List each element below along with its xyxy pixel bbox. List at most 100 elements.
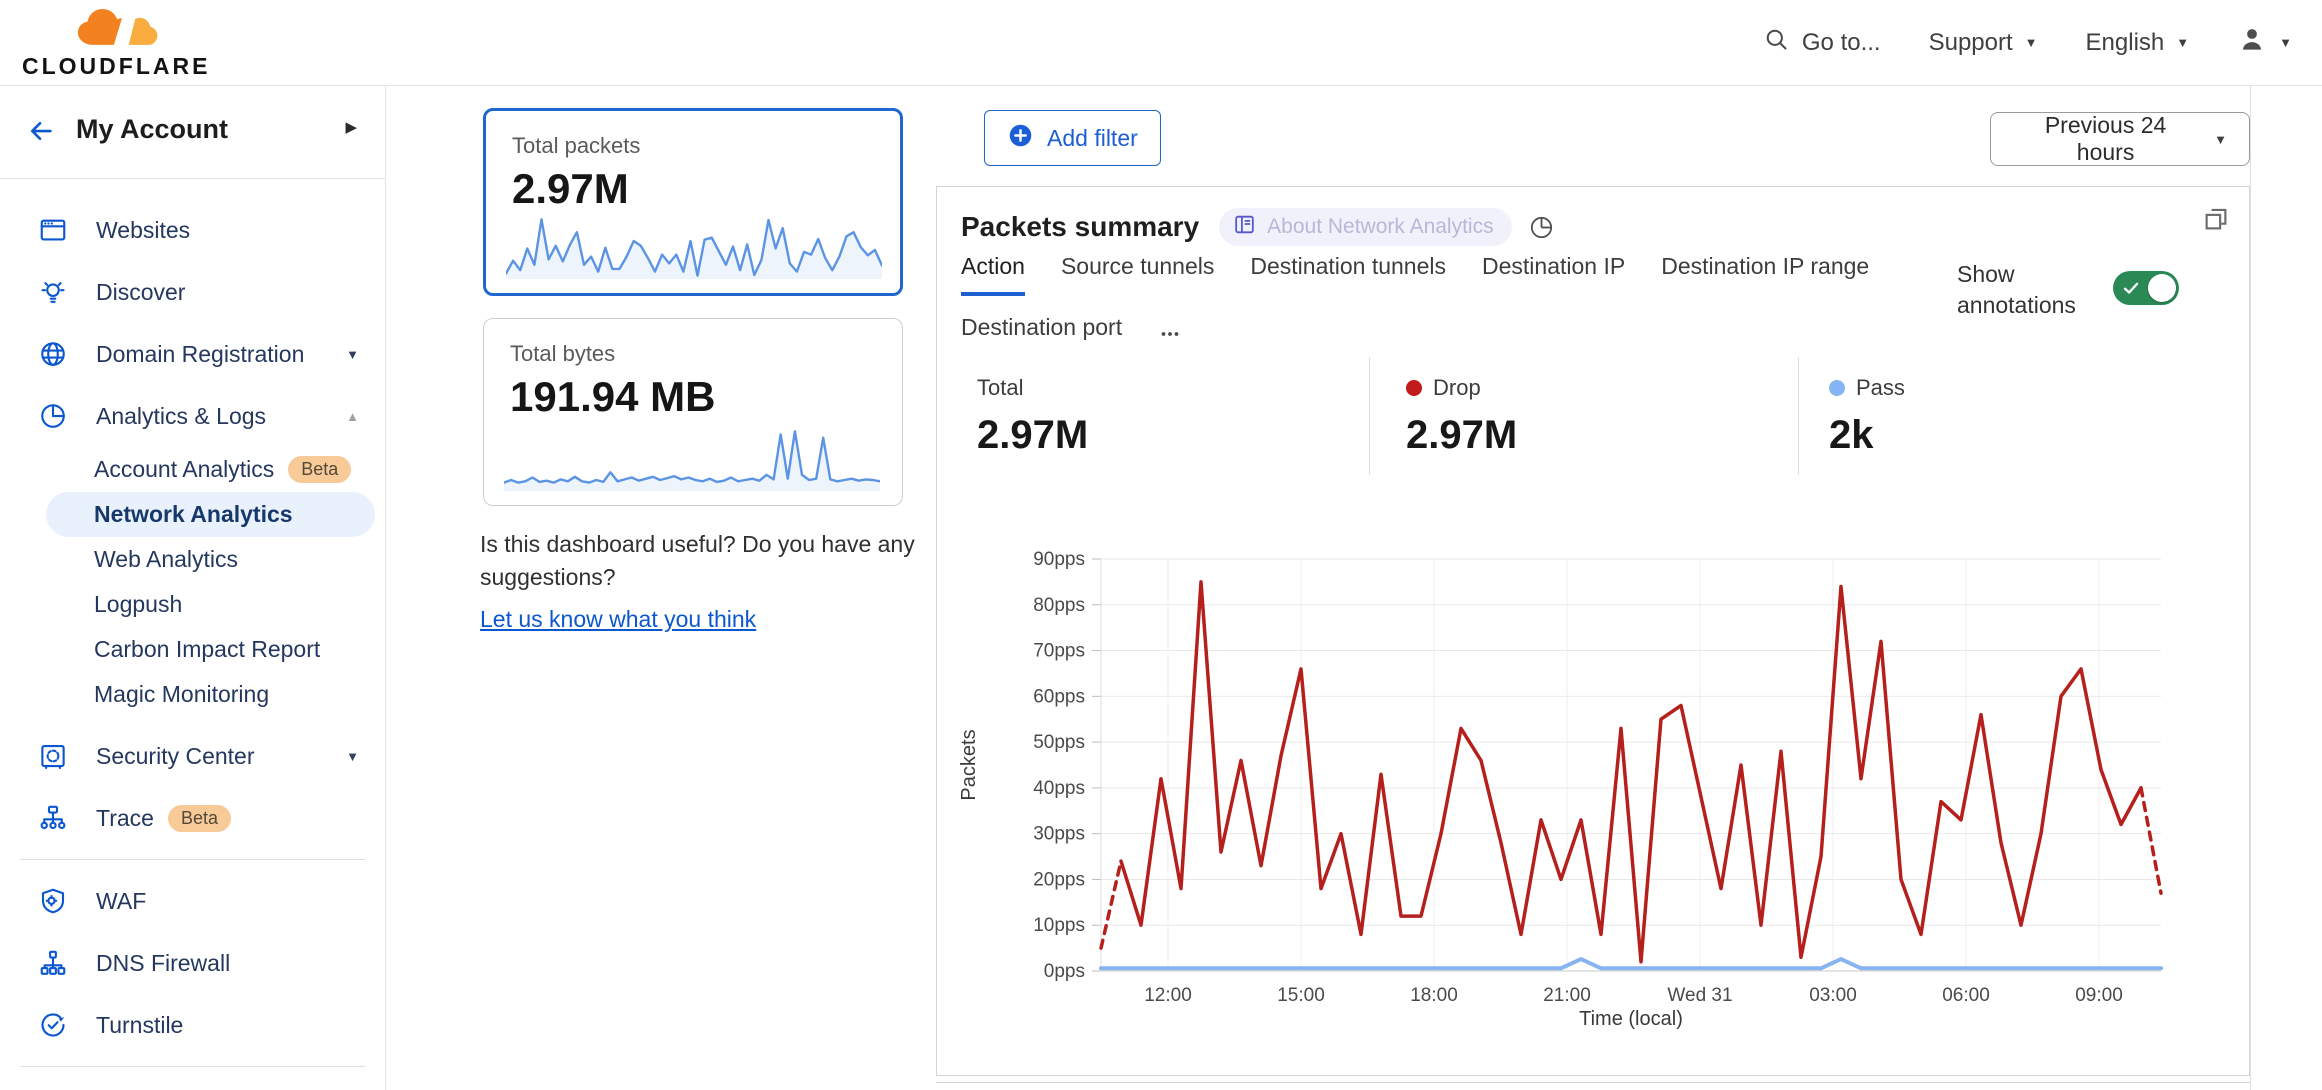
sidebar-item-label: Account Analytics: [94, 456, 275, 482]
sidebar-item-partial[interactable]: [0, 1077, 385, 1090]
plus-circle-icon: [1007, 122, 1034, 155]
svg-text:Time (local): Time (local): [1579, 1008, 1683, 1030]
show-annotations-toggle[interactable]: [2113, 271, 2179, 305]
svg-text:0pps: 0pps: [1044, 961, 1085, 982]
check-icon: [2122, 279, 2140, 297]
tab-destination-ip-range[interactable]: Destination IP range: [1661, 253, 1870, 279]
sidebar-divider: [20, 859, 365, 860]
goto-label: Go to...: [1801, 28, 1881, 56]
sidebar-item-label: Network Analytics: [94, 501, 293, 527]
safe-icon: [38, 741, 68, 771]
total-bytes-sparkline: [504, 430, 880, 491]
more-tabs-button[interactable]: [1158, 314, 1182, 353]
main-content: Add filter Previous 24 hours ▼ Packets s…: [936, 86, 2251, 1090]
sidebar-item-websites[interactable]: Websites: [0, 199, 385, 261]
sidebar-item-security-center[interactable]: Security Center ▼: [0, 725, 385, 787]
sidebar-nav: Websites Discover Domain Registration ▼ Anal…: [0, 179, 385, 1090]
sidebar-item-label: Turnstile: [96, 1011, 184, 1038]
goto-search[interactable]: Go to...: [1763, 26, 1881, 60]
stat-pass: Pass 2k: [1798, 357, 2249, 475]
sidebar-item-dns-firewall[interactable]: DNS Firewall: [0, 932, 385, 994]
sidebar-item-label: WAF: [96, 887, 147, 914]
card-label: Total bytes: [510, 341, 616, 366]
overview-column: Total packets 2.97M Total bytes 191.94 M…: [386, 86, 936, 1090]
logo-text: CLOUDFLARE: [22, 52, 211, 79]
feedback-text: Is this dashboard useful? Do you have an…: [480, 531, 915, 590]
tab-source-tunnels[interactable]: Source tunnels: [1060, 253, 1215, 279]
sidebar-item-waf[interactable]: WAF: [0, 870, 385, 932]
sidebar-item-domain-registration[interactable]: Domain Registration ▼: [0, 323, 385, 385]
tab-destination-port[interactable]: Destination port: [961, 314, 1123, 340]
sidebar-item-turnstile[interactable]: Turnstile: [0, 994, 385, 1056]
sidebar-item-trace[interactable]: Trace Beta: [0, 787, 385, 849]
svg-text:09:00: 09:00: [2075, 985, 2123, 1006]
user-menu[interactable]: ▼: [2237, 24, 2292, 61]
sidebar-item-label: Trace: [96, 804, 154, 831]
sidebar-item-label: Discover: [96, 278, 186, 305]
stat-total: Total 2.97M: [937, 357, 1369, 475]
svg-text:40pps: 40pps: [1033, 778, 1085, 799]
account-title[interactable]: My Account: [76, 114, 229, 144]
svg-text:10pps: 10pps: [1033, 915, 1085, 936]
stat-value: 2.97M: [1406, 413, 1518, 457]
support-label: Support: [1928, 28, 2013, 56]
expand-icon[interactable]: [2201, 203, 2231, 233]
sidebar-item-label: Magic Monitoring: [94, 681, 270, 707]
stat-value: 2.97M: [977, 413, 1089, 457]
caret-right-icon[interactable]: ▶: [345, 119, 357, 136]
total-packets-card[interactable]: Total packets 2.97M: [483, 108, 903, 296]
sidebar-item-logpush[interactable]: Logpush: [0, 582, 385, 627]
support-menu[interactable]: Support ▼: [1929, 29, 2038, 57]
stat-drop: Drop 2.97M: [1369, 357, 1798, 475]
tree-icon: [38, 803, 68, 833]
sidebar-item-carbon-impact-report[interactable]: Carbon Impact Report: [0, 627, 385, 672]
svg-text:03:00: 03:00: [1809, 985, 1857, 1006]
header-nav: Go to... Support ▼ English ▼ ▼: [1763, 24, 2292, 61]
sidebar-item-account-analytics[interactable]: Account Analytics Beta: [0, 447, 385, 492]
about-network-analytics-badge[interactable]: About Network Analytics: [1219, 208, 1512, 246]
beta-badge: Beta: [288, 456, 352, 483]
user-icon: [2237, 24, 2267, 61]
back-arrow-icon[interactable]: [26, 116, 56, 146]
svg-text:50pps: 50pps: [1033, 732, 1085, 753]
cloudflare-logo[interactable]: CLOUDFLARE: [22, 6, 210, 80]
svg-text:Wed 31: Wed 31: [1667, 985, 1732, 1006]
tab-action[interactable]: Action: [961, 253, 1025, 296]
stat-label: Pass: [1856, 375, 1905, 400]
chevron-down-icon: ▼: [2279, 35, 2292, 50]
svg-text:20pps: 20pps: [1033, 869, 1085, 890]
sidebar-item-label: Security Center: [96, 742, 255, 769]
sidebar-item-discover[interactable]: Discover: [0, 261, 385, 323]
sidebar-item-network-analytics[interactable]: Network Analytics: [46, 492, 375, 537]
tab-destination-tunnels[interactable]: Destination tunnels: [1250, 253, 1446, 279]
card-label: Total packets: [512, 133, 641, 158]
svg-text:Packets: Packets: [958, 729, 980, 800]
chevron-down-icon: ▼: [2176, 35, 2190, 50]
series-dot: [1406, 380, 1422, 396]
packets-chart: 0pps 10pps 20pps 30pps 40pps 50pps 60pps 70pps 8…: [958, 549, 2163, 1030]
chart-area: 0pps 10pps 20pps 30pps 40pps 50pps 60pps 70pps 8…: [947, 521, 2207, 1031]
total-bytes-card[interactable]: Total bytes 191.94 MB: [483, 318, 903, 506]
book-icon: [1232, 212, 1257, 242]
sidebar-item-analytics-logs[interactable]: Analytics & Logs ▲: [0, 385, 385, 447]
language-menu[interactable]: English ▼: [2086, 29, 2190, 57]
toggle-knob: [2148, 274, 2176, 302]
top-header: CLOUDFLARE Go to... Support ▼ English ▼ …: [0, 0, 2322, 86]
sidebar-item-web-analytics[interactable]: Web Analytics: [0, 537, 385, 582]
time-range-dropdown[interactable]: Previous 24 hours ▼: [1990, 112, 2250, 166]
pie-chart-icon[interactable]: [1528, 214, 1555, 241]
svg-text:60pps: 60pps: [1033, 686, 1085, 707]
search-icon: [1763, 26, 1790, 60]
stats-row: Total 2.97M Drop 2.97M Pass 2k: [937, 357, 2249, 475]
feedback-block: Is this dashboard useful? Do you have an…: [480, 528, 958, 633]
sidebar-item-magic-monitoring[interactable]: Magic Monitoring: [0, 672, 385, 717]
tabs: Action Source tunnels Destination tunnels D…: [961, 253, 1961, 353]
add-filter-button[interactable]: Add filter: [984, 110, 1161, 166]
tab-destination-ip[interactable]: Destination IP: [1482, 253, 1626, 279]
series-dot: [1829, 380, 1845, 396]
sidebar: My Account ▶ Websites Discover Domain Regi…: [0, 86, 386, 1090]
svg-text:15:00: 15:00: [1277, 985, 1325, 1006]
stat-value: 2k: [1829, 413, 1874, 457]
feedback-link[interactable]: Let us know what you think: [480, 606, 757, 632]
packets-summary-panel: Packets summary About Network Analytics …: [936, 186, 2250, 1076]
